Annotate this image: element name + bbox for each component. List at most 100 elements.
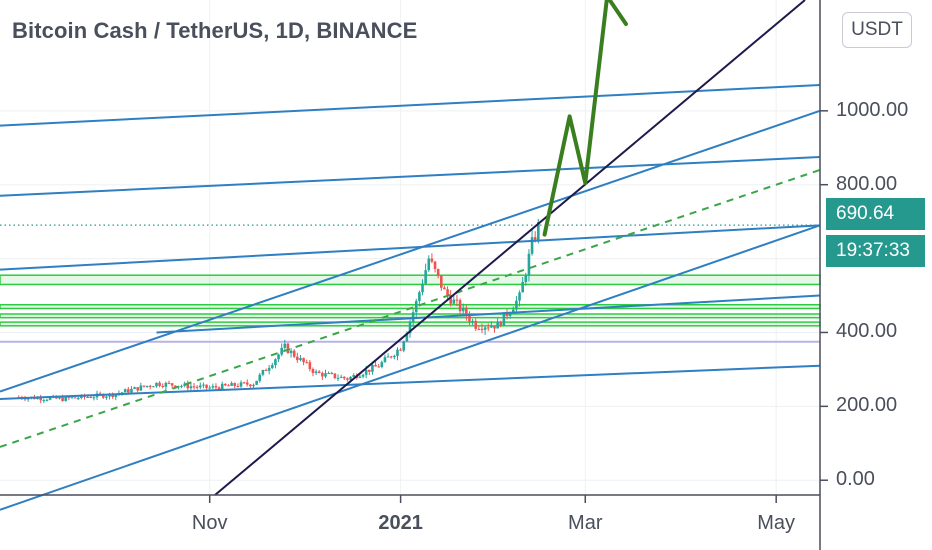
candle-body — [58, 397, 61, 399]
y-tick-label: 0.00 — [836, 468, 875, 491]
candle-body — [486, 327, 490, 329]
candle-body — [286, 343, 290, 354]
candle-body — [277, 354, 280, 360]
candle-body — [249, 384, 252, 387]
support-zone — [0, 274, 821, 286]
trend-lines — [0, 0, 821, 511]
candle-body — [418, 292, 421, 302]
trend-line — [0, 109, 821, 393]
candle-body — [70, 397, 74, 399]
dark-diagonal-line — [214, 0, 806, 496]
candle-body — [245, 382, 249, 385]
candle-body — [152, 386, 155, 388]
candle-body — [499, 321, 503, 326]
forecast-arrow — [542, 0, 628, 237]
trend-line — [0, 155, 821, 197]
candle-body — [358, 376, 362, 378]
x-tick-label: Mar — [568, 512, 603, 534]
y-tick-label: 800.00 — [836, 172, 898, 195]
candle-body — [183, 383, 186, 386]
candle-body — [101, 394, 105, 398]
candle-body — [161, 385, 165, 387]
candle-body — [224, 383, 227, 386]
candle-body — [336, 377, 340, 379]
candle-body — [39, 397, 42, 401]
candle-body — [170, 383, 174, 386]
candle-body — [239, 382, 243, 387]
candle-body — [155, 382, 158, 387]
candle-body — [148, 385, 152, 387]
trend-line — [0, 224, 821, 271]
candle-body — [233, 383, 237, 386]
candle-body — [452, 299, 456, 304]
candle-body — [324, 373, 327, 377]
candle-body — [518, 292, 521, 301]
candle-body — [468, 315, 471, 322]
candle-body — [261, 369, 265, 375]
candle-body — [258, 374, 262, 381]
candle-body — [305, 362, 309, 364]
candle-body — [48, 397, 52, 400]
candle-body — [220, 383, 224, 390]
candle-body — [192, 386, 196, 388]
candle-body — [127, 389, 130, 393]
candle-body — [308, 362, 312, 370]
candle-body — [480, 328, 484, 330]
candle-body — [173, 385, 177, 388]
candle-body — [427, 258, 431, 271]
candle-body — [339, 376, 343, 378]
candle-body — [42, 400, 46, 402]
candle-body — [386, 356, 390, 358]
candle-body — [189, 386, 193, 389]
candle-body — [477, 328, 481, 330]
candle-body — [352, 375, 355, 377]
last-price-badge: 690.64 — [826, 198, 925, 230]
candle-body — [64, 396, 68, 402]
candle-body — [396, 349, 399, 356]
candle-body — [374, 364, 377, 367]
candle-body — [411, 312, 415, 322]
candle-body — [180, 385, 183, 387]
candle-body — [524, 275, 528, 283]
candle-body — [465, 307, 468, 316]
candle-body — [230, 383, 233, 386]
trend-line — [0, 224, 821, 511]
candle-body — [430, 258, 434, 262]
candle-body — [393, 355, 396, 358]
candle-body — [283, 343, 287, 348]
candle-body — [349, 376, 352, 380]
candle-body — [61, 397, 64, 402]
candle-body — [199, 385, 202, 388]
candle-body — [346, 378, 349, 380]
candle-body — [130, 388, 133, 393]
candle-body — [314, 371, 318, 373]
candle-body — [133, 387, 136, 389]
candle-body — [493, 326, 496, 329]
forecast-path — [542, 0, 628, 237]
candle-body — [446, 289, 449, 296]
candle-body — [342, 376, 346, 379]
candle-body — [195, 386, 199, 388]
x-tick-label: May — [757, 512, 796, 534]
candle-body — [483, 327, 487, 330]
chart-title: Bitcoin Cash / TetherUS, 1D, BINANCE — [12, 18, 418, 43]
candle-body — [142, 385, 146, 387]
candle-body — [205, 384, 208, 388]
candle-body — [439, 275, 443, 288]
candle-body — [211, 386, 215, 388]
support-zone — [0, 313, 821, 319]
candle-body — [274, 359, 277, 366]
candle-body — [455, 299, 459, 301]
candle-body — [186, 383, 190, 389]
candle-body — [311, 369, 315, 373]
currency-button[interactable]: USDT — [842, 12, 912, 48]
grid — [0, 0, 820, 495]
countdown-badge: 19:37:33 — [826, 235, 925, 267]
candle-body — [267, 367, 271, 371]
trend-line — [0, 364, 821, 400]
y-tick-label: 400.00 — [836, 320, 898, 343]
candle-body — [45, 399, 49, 401]
candle-body — [449, 295, 452, 304]
